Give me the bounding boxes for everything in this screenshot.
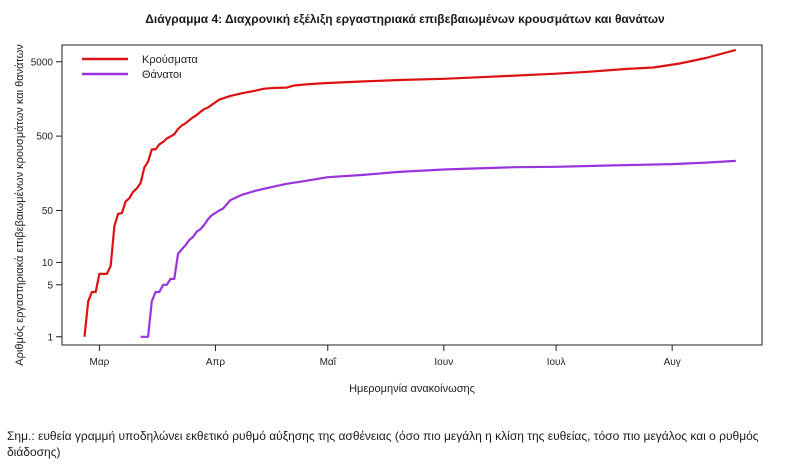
x-tick-label: Ιουλ: [547, 357, 566, 368]
line-chart: Διάγραμμα 4: Διαχρονική εξέλιξη εργαστηρ…: [14, 12, 763, 395]
x-axis: Μαρ Απρ Μαΐ Ιουν Ιουλ Αυγ: [90, 345, 681, 368]
y-axis: 1 5 10 50 500 5000: [31, 57, 62, 343]
y-tick-label: 5000: [31, 57, 54, 68]
legend-label-deaths: Θάνατοι: [142, 69, 182, 81]
x-tick-label: Απρ: [206, 357, 226, 368]
y-tick-label: 10: [42, 258, 54, 269]
y-tick-label: 500: [36, 132, 53, 143]
series-line-deaths: [140, 159, 736, 338]
y-tick-label: 1: [47, 332, 53, 343]
y-tick-label: 5: [47, 280, 53, 291]
x-tick-label: Αυγ: [664, 357, 681, 368]
legend: Κρούσματα Θάνατοι: [82, 54, 198, 81]
series-line-cases: [83, 48, 737, 337]
chart-title: Διάγραμμα 4: Διαχρονική εξέλιξη εργαστηρ…: [145, 12, 665, 26]
footnote: Σημ.: ευθεία γραμμή υποδηλώνει εκθετικό …: [7, 429, 759, 459]
series-lines: [83, 48, 737, 338]
legend-label-cases: Κρούσματα: [142, 54, 198, 66]
x-tick-label: Ιουν: [434, 357, 453, 368]
y-tick-label: 50: [42, 206, 54, 217]
x-tick-label: Μαρ: [90, 357, 110, 368]
plot-frame: [61, 44, 763, 346]
x-tick-label: Μαΐ: [320, 356, 337, 368]
y-axis-label: Αριθμός εργαστηριακά επιβεβαιωμένων κρου…: [14, 44, 26, 366]
x-axis-label: Ημερομηνία ανακοίνωσης: [349, 383, 475, 395]
